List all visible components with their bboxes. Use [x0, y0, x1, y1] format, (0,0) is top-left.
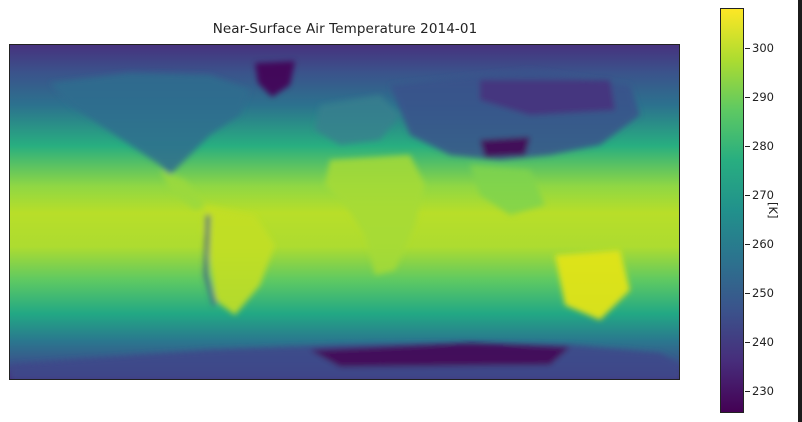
colorbar-tick — [745, 97, 750, 99]
europe — [315, 95, 400, 145]
andes — [203, 214, 218, 306]
chart-title: Near-Surface Air Temperature 2014-01 — [212, 21, 478, 37]
colorbar-tick — [745, 146, 750, 148]
colorbar-tick-label: 280 — [752, 139, 774, 154]
colorbar-tick-label: 260 — [752, 237, 774, 252]
north-america — [50, 73, 250, 175]
window-edge — [798, 0, 802, 422]
australia — [555, 250, 630, 320]
colorbar-tick — [745, 391, 750, 393]
colorbar-gradient — [721, 9, 743, 412]
map-canvas — [10, 45, 679, 379]
colorbar — [720, 8, 744, 413]
colorbar-tick — [745, 48, 750, 50]
colorbar-tick-label: 240 — [752, 335, 774, 350]
colorbar-tick-label: 230 — [752, 384, 774, 399]
central-america — [160, 170, 205, 210]
south-asia — [470, 165, 545, 215]
south-america — [202, 205, 275, 315]
siberia — [480, 80, 615, 115]
colorbar-tick-label: 300 — [752, 41, 774, 56]
africa — [325, 155, 425, 275]
colorbar-tick — [745, 293, 750, 295]
tibet — [480, 137, 530, 157]
colorbar-tick — [745, 244, 750, 246]
colorbar-tick — [745, 195, 750, 197]
greenland — [255, 61, 295, 97]
colorbar-unit-label: [K] — [766, 202, 780, 219]
east-antarctica — [310, 343, 570, 367]
colorbar-tick-label: 290 — [752, 90, 774, 105]
temperature-map — [9, 44, 680, 380]
colorbar-tick — [745, 342, 750, 344]
colorbar-tick-label: 270 — [752, 188, 774, 203]
colorbar-tick-label: 250 — [752, 286, 774, 301]
